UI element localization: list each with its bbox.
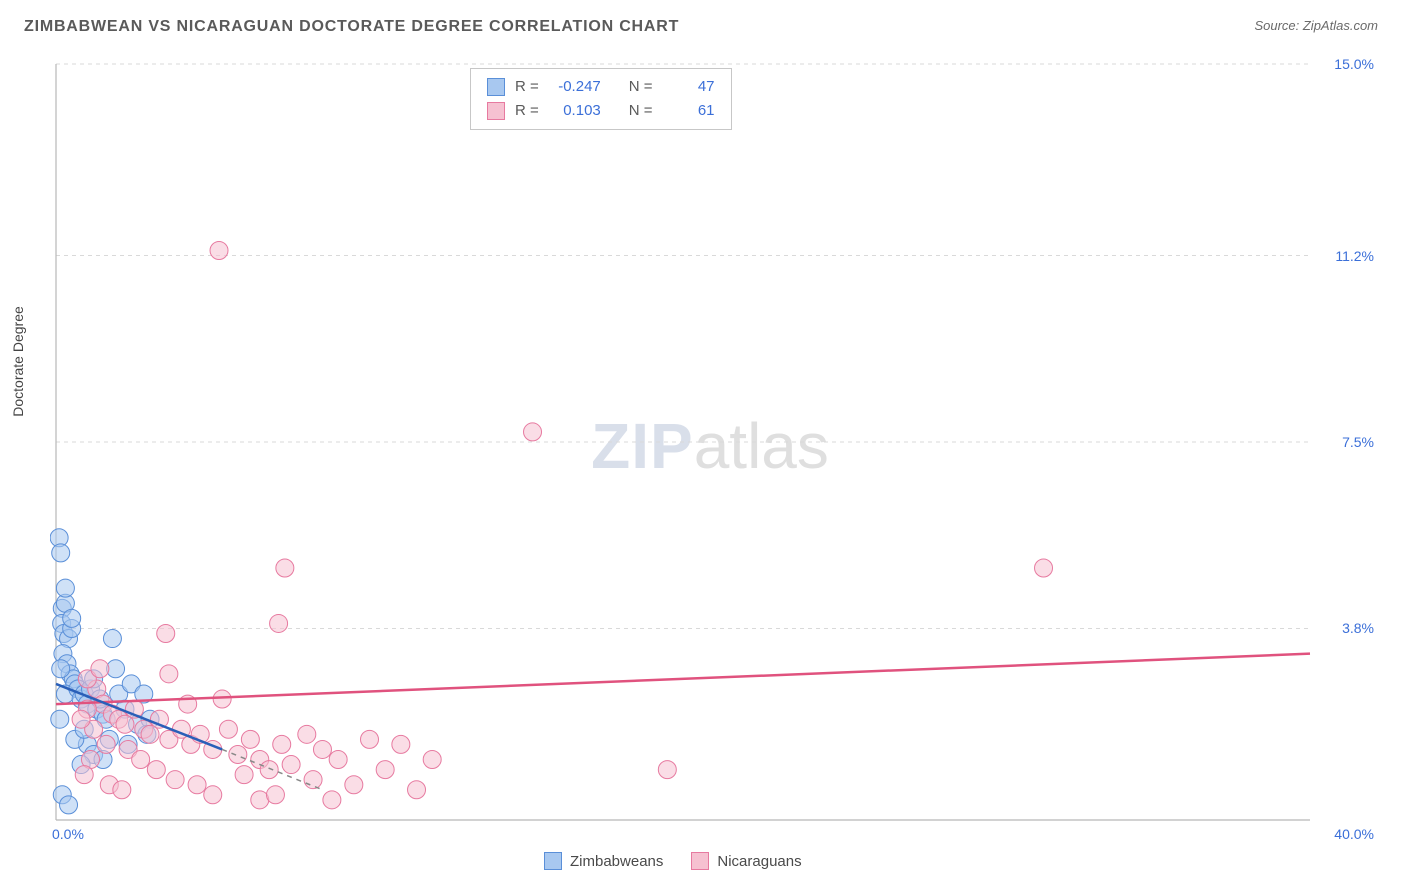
stat-r-value-nic: 0.103 — [549, 99, 601, 123]
stats-row-zimbabweans: R = -0.247 N = 47 — [487, 75, 715, 99]
stat-r-value-zim: -0.247 — [549, 75, 601, 99]
plot-area: ZIPatlas R = -0.247 N = 47 R = 0.103 N =… — [50, 60, 1370, 844]
y-axis-label: Doctorate Degree — [10, 306, 26, 417]
source-attribution: Source: ZipAtlas.com — [1254, 18, 1378, 33]
stat-n-label: N = — [629, 99, 653, 123]
x-tick-label: 40.0% — [1334, 826, 1374, 842]
chart-title: ZIMBABWEAN VS NICARAGUAN DOCTORATE DEGRE… — [24, 18, 679, 36]
stat-r-label: R = — [515, 99, 539, 123]
swatch-nicaraguans — [487, 102, 505, 120]
x-tick-label: 0.0% — [52, 826, 84, 842]
stats-row-nicaraguans: R = 0.103 N = 61 — [487, 99, 715, 123]
stats-legend-box: R = -0.247 N = 47 R = 0.103 N = 61 — [470, 68, 732, 130]
y-tick-label: 15.0% — [1334, 56, 1374, 72]
legend-label-zimbabweans: Zimbabweans — [570, 853, 663, 870]
legend-swatch-nicaraguans — [691, 852, 709, 870]
stat-n-label: N = — [629, 75, 653, 99]
legend-bottom: Zimbabweans Nicaraguans — [544, 852, 802, 870]
chart-container: Doctorate Degree ZIPatlas R = -0.247 N =… — [24, 54, 1382, 874]
scatter-chart — [50, 60, 1370, 844]
y-tick-label: 7.5% — [1342, 434, 1374, 450]
stat-n-value-nic: 61 — [663, 99, 715, 123]
stat-r-label: R = — [515, 75, 539, 99]
legend-swatch-zimbabweans — [544, 852, 562, 870]
legend-item-zimbabweans: Zimbabweans — [544, 852, 663, 870]
stat-n-value-zim: 47 — [663, 75, 715, 99]
swatch-zimbabweans — [487, 78, 505, 96]
legend-label-nicaraguans: Nicaraguans — [717, 853, 801, 870]
y-tick-label: 11.2% — [1335, 248, 1374, 264]
legend-item-nicaraguans: Nicaraguans — [691, 852, 801, 870]
y-tick-label: 3.8% — [1342, 620, 1374, 636]
